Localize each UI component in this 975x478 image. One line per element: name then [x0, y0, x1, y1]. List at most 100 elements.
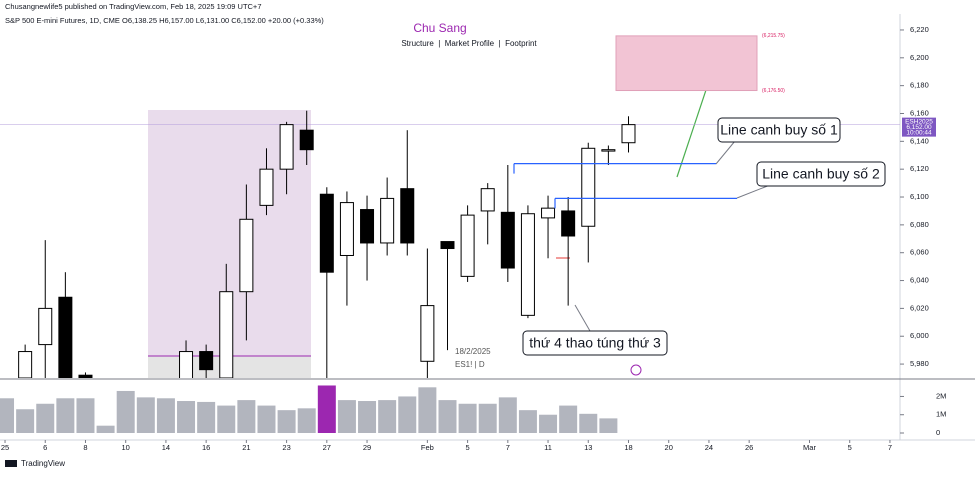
volume-tick-label: 2M [936, 391, 946, 400]
callout-line [715, 140, 736, 165]
x-tick-label: 27 [323, 443, 331, 452]
candle-body [400, 188, 415, 244]
candle-body [339, 202, 354, 256]
volume-bar [257, 405, 276, 433]
callout-text: Line canh buy số 1 [720, 122, 838, 138]
x-tick-label: 23 [282, 443, 290, 452]
y-tick-label: 6,000 [910, 331, 929, 340]
volume-bar [0, 398, 15, 433]
volume-bar [358, 401, 377, 433]
volume-bar [559, 405, 578, 433]
watermark-symbol: ES1! | D [455, 360, 485, 369]
candle-body [601, 149, 616, 152]
x-tick-label: Mar [803, 443, 816, 452]
volume-bar [16, 409, 35, 433]
volume-bar [398, 396, 417, 433]
candle-body [360, 209, 375, 244]
volume-bar [478, 403, 497, 433]
callout-line [736, 184, 771, 199]
x-tick-label: 20 [665, 443, 673, 452]
volume-bar [36, 403, 55, 433]
volume-bar [337, 400, 356, 433]
x-tick-label: 25 [1, 443, 9, 452]
volume-bar [76, 398, 95, 433]
volume-bar [317, 385, 336, 433]
y-tick-label: 6,160 [910, 108, 929, 117]
y-tick-label: 6,040 [910, 276, 929, 285]
target-zone [615, 35, 758, 92]
candle-body [541, 207, 556, 219]
volume-bar [217, 405, 236, 433]
y-tick-label: 6,220 [910, 25, 929, 34]
x-tick-label: 7 [888, 443, 892, 452]
candle-body [58, 296, 73, 378]
candle-body [38, 307, 53, 346]
x-tick-label: Feb [421, 443, 434, 452]
volume-bar [177, 401, 196, 433]
event-icon [630, 364, 642, 376]
volume-bar [197, 401, 216, 433]
callout-box [522, 330, 668, 356]
x-tick-label: 24 [705, 443, 713, 452]
volume-tick-label: 1M [936, 410, 946, 419]
watermark-date: 18/2/2025 [455, 347, 491, 356]
x-tick-label: 5 [466, 443, 470, 452]
volume-bar [378, 400, 397, 433]
candle-body [500, 211, 515, 269]
volume-bar [498, 397, 517, 433]
candle-body [581, 147, 596, 227]
volume-bar [539, 414, 558, 433]
volume-bar [297, 408, 316, 433]
candle-body [621, 124, 636, 144]
candle-body [520, 213, 535, 316]
x-tick-label: 13 [584, 443, 592, 452]
volume-bar [237, 400, 256, 433]
callout-text: thứ 4 thao túng thứ 3 [529, 335, 661, 351]
candle-body [179, 351, 194, 378]
volume-bar [599, 418, 618, 433]
x-tick-label: 8 [83, 443, 87, 452]
x-tick-label: 7 [506, 443, 510, 452]
price-badge-value: 6,152.00 [906, 124, 932, 131]
candle-body [279, 124, 294, 170]
y-tick-label: 6,180 [910, 81, 929, 90]
volume-bar [136, 397, 155, 433]
callout-box [717, 117, 841, 143]
header: Chusangnewlife5 published on TradingView… [5, 2, 262, 11]
subtitle: Structure | Market Profile | Footprint [401, 39, 537, 48]
y-tick-label: 6,060 [910, 248, 929, 257]
candle-body [219, 291, 234, 378]
candle-body [199, 351, 214, 371]
volume-bar [579, 413, 598, 433]
x-tick-label: 6 [43, 443, 47, 452]
price-badge [902, 117, 936, 137]
volume-tick-label: 0 [936, 428, 940, 437]
callout-box [756, 161, 886, 187]
callout-line [574, 304, 591, 332]
candle-body [299, 129, 314, 151]
candle-body [259, 168, 274, 206]
x-tick-label: 10 [122, 443, 130, 452]
x-tick-label: 29 [363, 443, 371, 452]
candle-body [440, 241, 455, 250]
candle-body [78, 374, 93, 378]
x-tick-label: 18 [624, 443, 632, 452]
x-tick-label: 14 [162, 443, 170, 452]
zone-bottom-label: (6,176.50) [762, 88, 785, 94]
x-tick-label: 5 [848, 443, 852, 452]
volume-bar [438, 400, 457, 433]
y-tick-label: 6,100 [910, 192, 929, 201]
title: Chu Sang [413, 21, 466, 35]
callout-text: Line canh buy số 2 [762, 166, 880, 182]
y-tick-label: 6,200 [910, 53, 929, 62]
price-badge-countdown: 10:00:44 [906, 129, 932, 136]
volume-bar [56, 398, 75, 433]
candle-body [380, 197, 395, 244]
volume-bar [156, 398, 175, 433]
candle-body [239, 218, 254, 293]
candle-body [480, 188, 495, 212]
volume-bar [458, 403, 477, 433]
candle-body [561, 210, 576, 237]
y-tick-label: 6,020 [910, 303, 929, 312]
